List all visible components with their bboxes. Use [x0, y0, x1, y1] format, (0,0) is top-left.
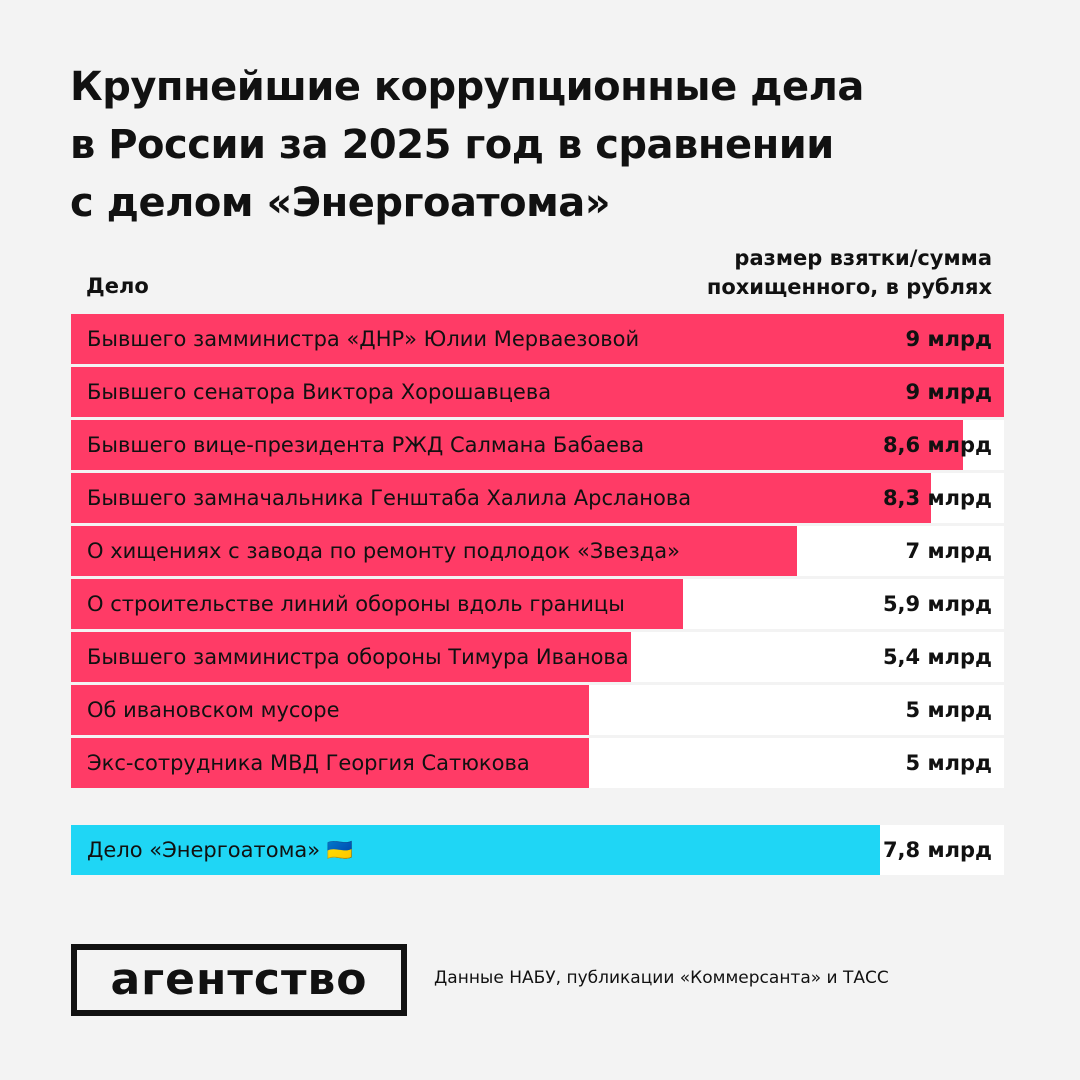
- value-label: 5 млрд: [905, 698, 992, 722]
- category-label: Бывшего сенатора Виктора Хорошавцева: [87, 380, 552, 404]
- bar: [71, 685, 590, 735]
- row: Бывшего замначальника Генштаба Халила Ар…: [71, 473, 1004, 523]
- value-label: 9 млрд: [905, 380, 992, 404]
- chart-title: Крупнейшие коррупционные дела в России з…: [70, 64, 864, 226]
- value-label: 5 млрд: [905, 751, 992, 775]
- row: Бывшего замминистра обороны Тимура Ивано…: [71, 632, 1004, 682]
- bar: [71, 738, 590, 788]
- bar: [71, 526, 797, 576]
- value-header-line: размер взятки/сумма: [734, 246, 992, 270]
- category-label: Экс-сотрудника МВД Георгия Сатюкова: [87, 751, 530, 775]
- bar: [71, 420, 963, 470]
- category-label: Бывшего вице-президента РЖД Салмана Баба…: [87, 433, 645, 457]
- bar: [71, 579, 683, 629]
- value-header: размер взятки/сумма похищенного, в рубля…: [707, 244, 992, 302]
- bar: [71, 367, 1004, 417]
- value-label: 7,8 млрд: [882, 838, 992, 862]
- value-label: 8,3 млрд: [882, 486, 992, 510]
- category-label: Об ивановском мусоре: [87, 698, 340, 722]
- row: О хищениях с завода по ремонту подлодок …: [71, 526, 1004, 576]
- value-header-line: похищенного, в рублях: [706, 275, 992, 299]
- row: Экс-сотрудника МВД Георгия Сатюкова 5 млр…: [71, 738, 1004, 788]
- row: Бывшего замминистра «ДНР» Юлии Мерваезов…: [71, 314, 1004, 364]
- bar: [71, 632, 631, 682]
- row: О строительстве линий обороны вдоль гран…: [71, 579, 1004, 629]
- row: Бывшего сенатора Виктора Хорошавцева 9 мл…: [71, 367, 1004, 417]
- category-label: Дело «Энергоатома» 🇺🇦: [87, 838, 353, 862]
- source: Данные НАБУ, публикации «Коммерсанта» и …: [434, 968, 889, 988]
- category-label: О строительстве линий обороны вдоль гран…: [87, 592, 625, 616]
- value-label: 5,9 млрд: [882, 592, 992, 616]
- value-label: 7 млрд: [905, 539, 992, 563]
- row: Об ивановском мусоре 5 млрд: [71, 685, 1004, 735]
- value-label: 9 млрд: [905, 327, 992, 351]
- bar: [71, 473, 932, 523]
- category-label: Бывшего замминистра «ДНР» Юлии Мерваезов…: [87, 327, 640, 351]
- bar: [71, 825, 880, 875]
- category-label: Бывшего замначальника Генштаба Халила Ар…: [87, 486, 692, 510]
- category-label: Бывшего замминистра обороны Тимура Ивано…: [87, 645, 629, 669]
- value-label: 5,4 млрд: [882, 645, 992, 669]
- category-label: О хищениях с завода по ремонту подлодок …: [87, 539, 681, 563]
- row: Дело «Энергоатома» 🇺🇦 7,8 млрд: [71, 825, 1004, 875]
- logo: агентство: [71, 944, 407, 1016]
- row: Бывшего вице-президента РЖД Салмана Баба…: [71, 420, 1004, 470]
- bar: [71, 314, 1004, 364]
- category-header: Дело: [86, 274, 149, 298]
- value-label: 8,6 млрд: [882, 433, 992, 457]
